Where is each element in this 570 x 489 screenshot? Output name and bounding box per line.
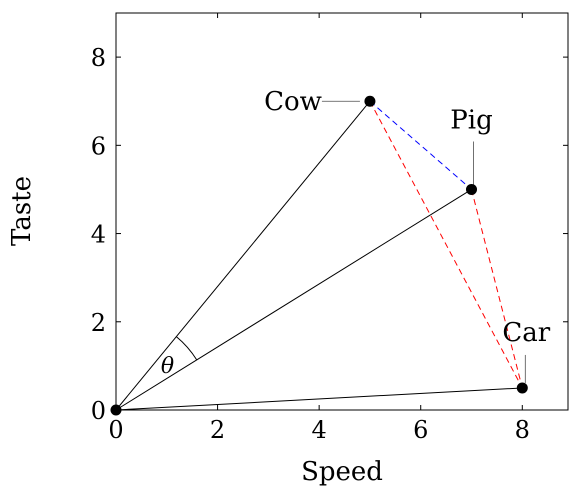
point-pig [466, 183, 478, 195]
x-tick-label-4: 4 [312, 416, 327, 444]
y-tick-label-2: 2 [91, 309, 106, 337]
angle-marker: θ [161, 336, 198, 379]
point-cow [364, 95, 376, 107]
y-tick-label-4: 4 [91, 221, 106, 249]
axis-ticks [115, 13, 568, 411]
vector-cow [115, 100, 371, 411]
label-cow: Cow [264, 87, 322, 117]
y-tick-label-8: 8 [91, 44, 106, 72]
data-points [110, 95, 528, 416]
dashed-segment-cow-pig [369, 100, 472, 190]
x-tick-label-8: 8 [515, 416, 530, 444]
label-car: Car [502, 318, 550, 348]
vectors-from-origin [115, 100, 523, 411]
tick-labels: 0 2 4 6 8 0 2 4 6 8 [91, 44, 530, 444]
point-origin [110, 404, 122, 416]
dashed-segment-pig-car [471, 189, 523, 389]
x-axis-label: Speed [301, 457, 383, 487]
dashed-segments [369, 100, 523, 389]
y-tick-label-0: 0 [91, 397, 106, 425]
angle-label: θ [161, 354, 174, 379]
label-pins [321, 100, 526, 383]
label-pig: Pig [450, 105, 492, 135]
dashed-segment-cow-car [369, 100, 523, 389]
x-tick-label-0: 0 [108, 416, 123, 444]
plot-frame [115, 12, 569, 411]
x-tick-label-2: 2 [210, 416, 225, 444]
y-tick-label-6: 6 [91, 132, 106, 160]
point-labels: Cow Pig Car [264, 87, 551, 348]
y-axis-label: Taste [7, 176, 37, 246]
vector-car [115, 387, 523, 411]
x-tick-label-6: 6 [413, 416, 428, 444]
vector-pig [115, 189, 472, 411]
plot-area: 0 2 4 6 8 0 2 4 6 8 θ Cow Pig Car [91, 12, 569, 444]
angle-arc [176, 336, 198, 361]
point-car [516, 382, 528, 394]
